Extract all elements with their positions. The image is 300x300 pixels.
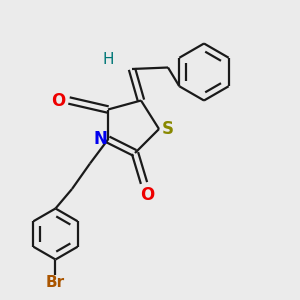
Text: O: O	[51, 92, 66, 110]
Text: Br: Br	[46, 275, 65, 290]
Text: O: O	[140, 186, 154, 204]
Text: H: H	[102, 52, 114, 68]
Text: N: N	[94, 130, 107, 148]
Text: S: S	[161, 120, 173, 138]
